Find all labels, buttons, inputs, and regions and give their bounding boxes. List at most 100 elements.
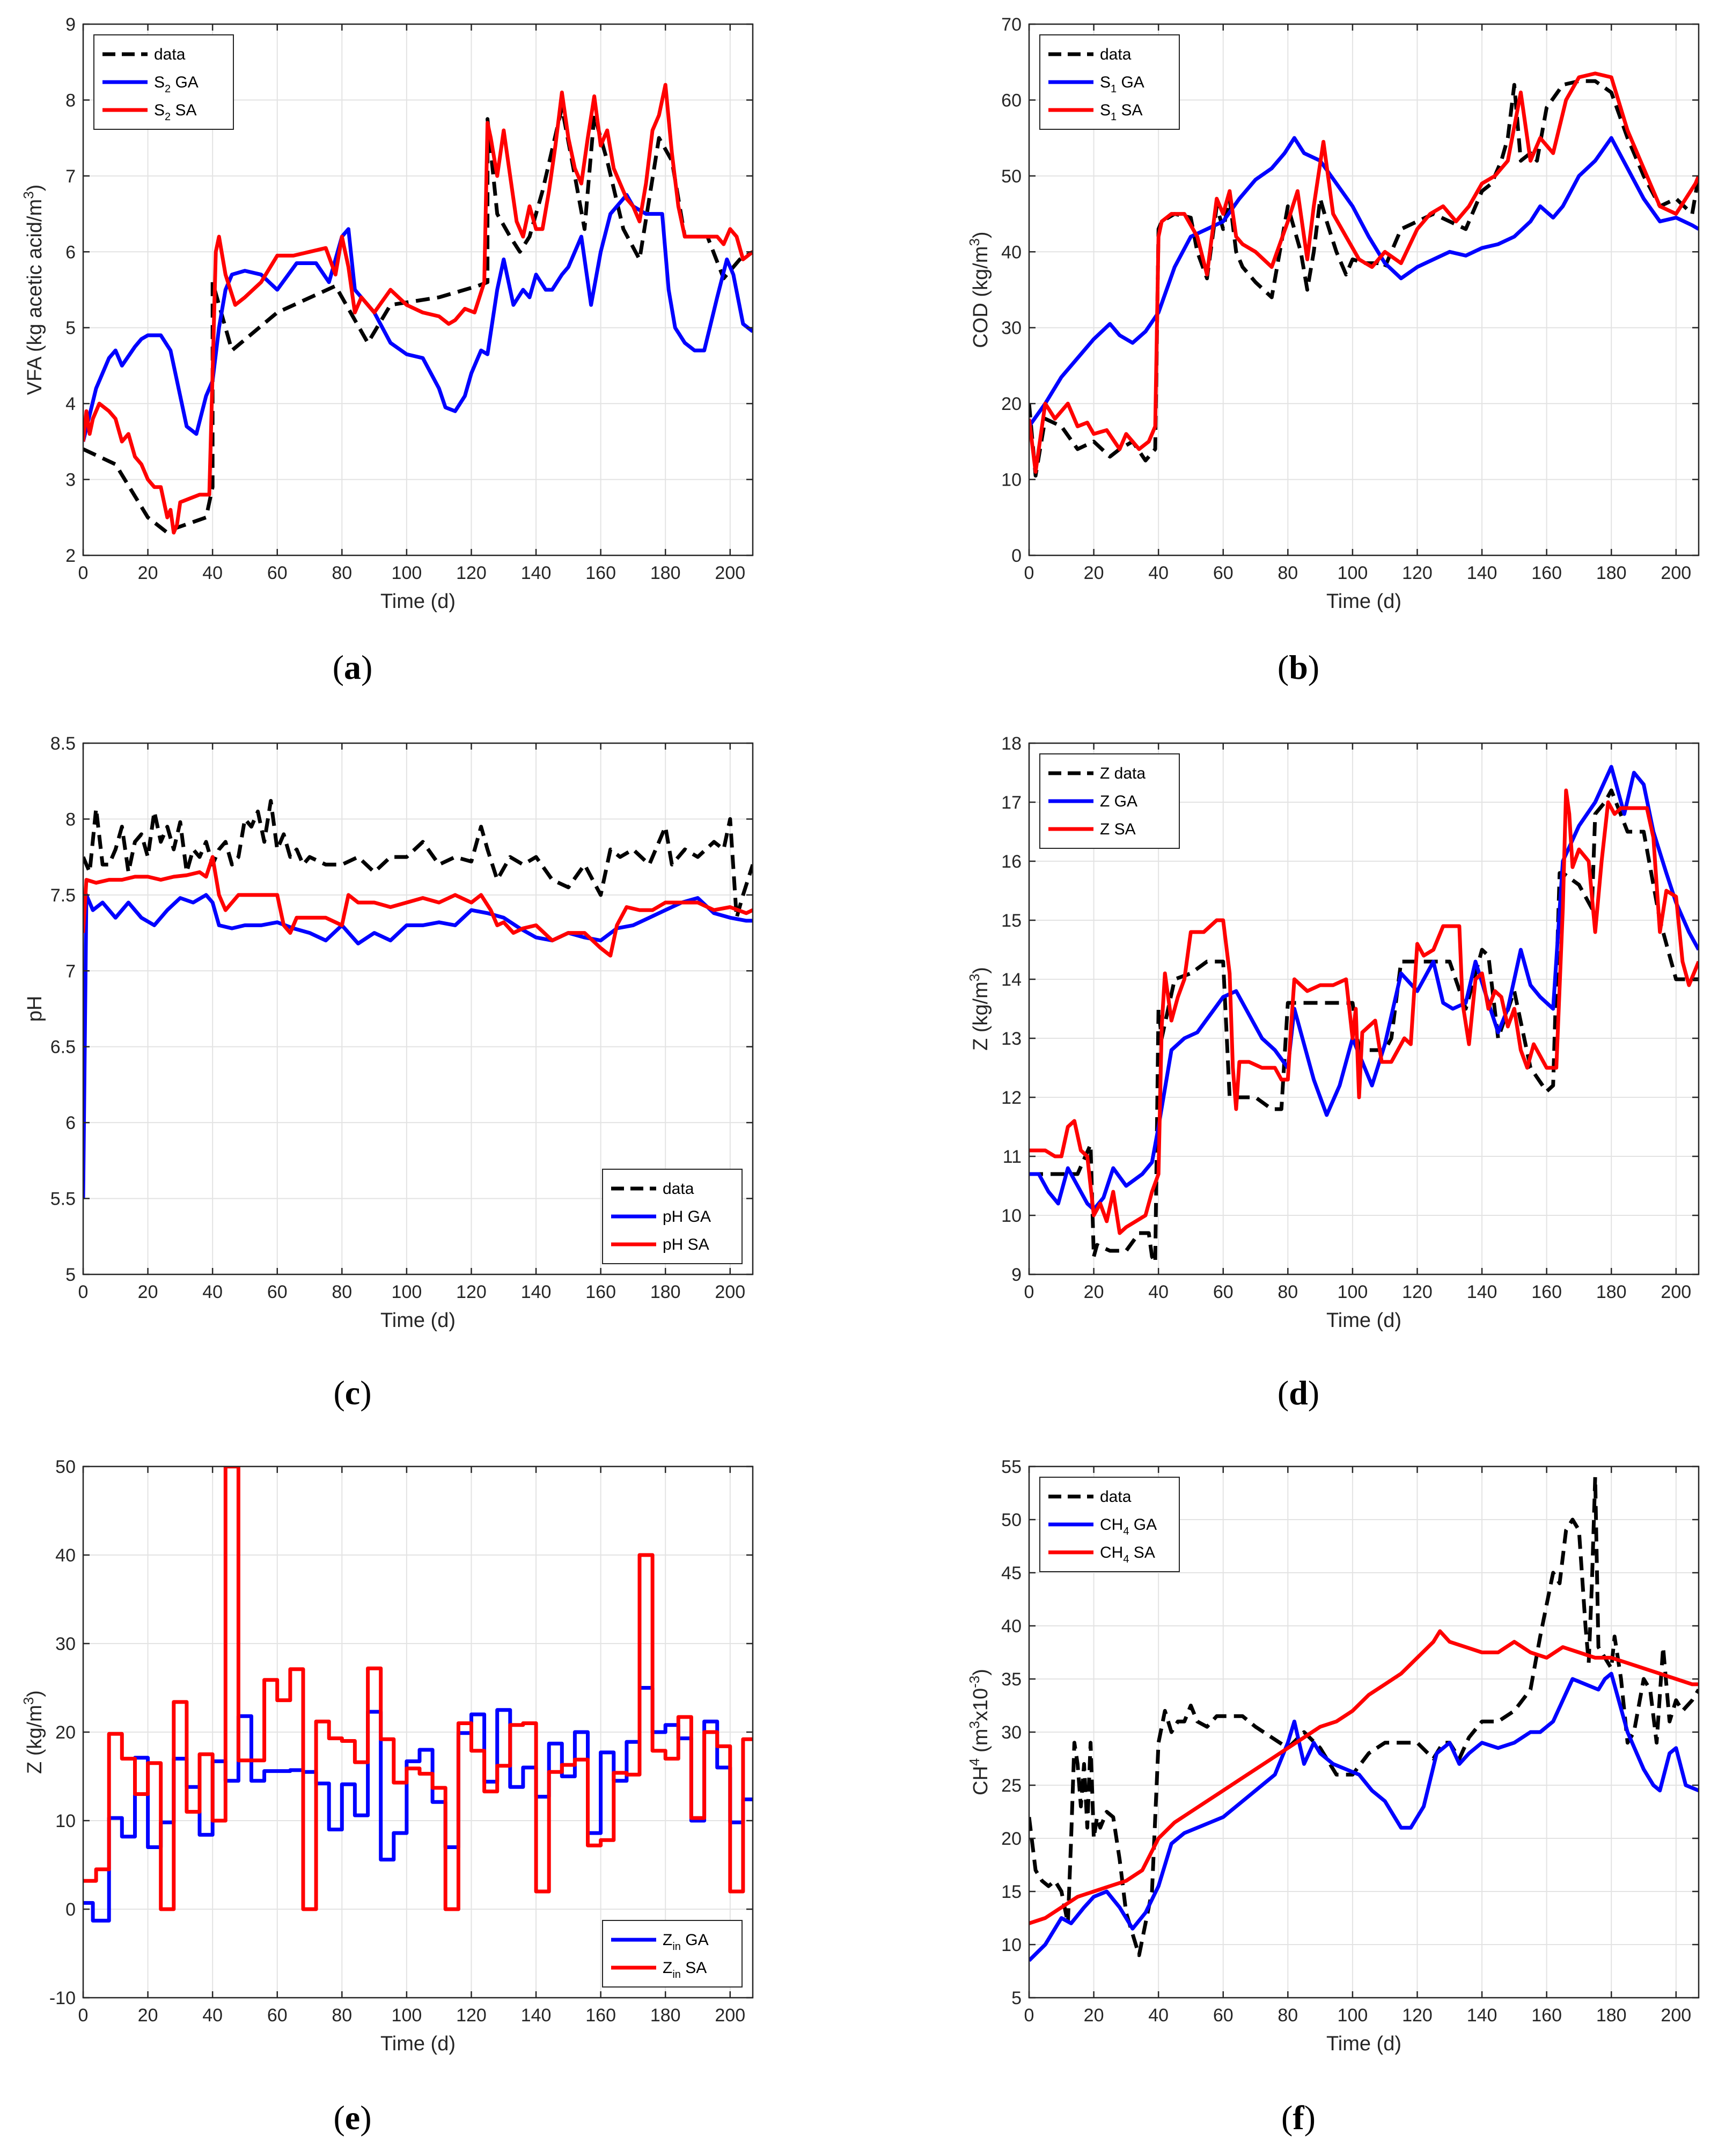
x-tick-label: 0 — [78, 1282, 89, 1302]
label-part: S — [154, 101, 165, 119]
label-part: S — [1100, 74, 1111, 91]
x-tick-label: 160 — [1531, 1282, 1562, 1302]
x-tick-label: 180 — [650, 563, 681, 583]
label-part: Z data — [1100, 765, 1146, 782]
caption-close: ) — [360, 2099, 371, 2137]
label-part: 2 — [165, 111, 171, 123]
label-part: SA — [1117, 101, 1142, 119]
x-tick-label: 100 — [1338, 2005, 1368, 2026]
y-tick-label: 50 — [55, 1457, 76, 1477]
label-part: ) — [24, 185, 46, 192]
series-line-s1-sa — [1029, 71, 1699, 474]
label-part: Z SA — [1100, 820, 1136, 838]
x-tick-label: 60 — [1213, 1282, 1234, 1302]
label-part: Z (kg/m — [970, 981, 992, 1051]
x-axis-label: Time (d) — [1326, 1309, 1401, 1332]
x-tick-label: 80 — [1278, 563, 1298, 583]
y-tick-label: 13 — [1001, 1029, 1022, 1049]
label-part: GA — [171, 74, 199, 91]
caption-open: ( — [333, 1374, 344, 1412]
x-tick-label: 0 — [1024, 2005, 1034, 2026]
caption-letter: e — [345, 2099, 360, 2137]
series-group — [1029, 71, 1699, 478]
caption-letter: c — [345, 1374, 360, 1412]
label-part: 3 — [20, 1697, 36, 1705]
axes-box — [1028, 23, 1700, 556]
x-tick-label: 120 — [456, 563, 487, 583]
x-tick-label: 160 — [585, 1282, 616, 1302]
y-tick-label: 4 — [65, 394, 76, 414]
x-tick-label: 60 — [1213, 2005, 1234, 2026]
x-tick-label: 140 — [1467, 563, 1497, 583]
caption-open: ( — [1278, 648, 1289, 686]
x-tick-label: 100 — [392, 2005, 422, 2026]
y-tick-label: -10 — [49, 1988, 76, 2008]
label-part: 4 — [966, 1758, 982, 1766]
x-tick-label: 60 — [267, 563, 288, 583]
caption-close: ) — [1304, 2099, 1316, 2137]
legend: data pH GA pH SA — [602, 1169, 743, 1264]
y-tick-label: 8.5 — [50, 734, 76, 754]
label-part: (m — [970, 1729, 992, 1758]
x-tick-label: 200 — [1661, 1282, 1691, 1302]
caption-letter: f — [1293, 2099, 1304, 2137]
caption-open: ( — [1278, 1374, 1289, 1412]
x-tick-label: 60 — [267, 2005, 288, 2026]
label-part: 4 — [1123, 1526, 1129, 1537]
y-tick-label: 8 — [65, 90, 76, 111]
x-tick-label: 20 — [138, 1282, 158, 1302]
x-tick-label: 0 — [78, 563, 89, 583]
panel-caption: (d) — [1278, 1374, 1319, 1412]
caption-open: ( — [333, 2099, 344, 2137]
label-part: 3 — [966, 974, 982, 981]
label-part: pH GA — [663, 1208, 711, 1226]
legend-label: data — [154, 46, 186, 63]
y-tick-label: 10 — [55, 1811, 76, 1831]
y-tick-label: 5 — [65, 1265, 76, 1285]
label-part: SA — [1129, 1544, 1155, 1561]
series-line-ch4-sa — [1029, 1629, 1699, 1925]
label-part: ) — [970, 967, 992, 974]
label-part: SA — [171, 101, 196, 119]
x-tick-label: 100 — [1338, 563, 1368, 583]
y-tick-label: 7.5 — [50, 885, 76, 906]
label-part: Z — [663, 1959, 672, 1977]
series-line-ph-sa — [83, 855, 753, 958]
legend-label: S2​ SA — [154, 101, 197, 123]
series-line-z-data — [1029, 788, 1699, 1265]
x-tick-label: 40 — [1148, 563, 1169, 583]
x-tick-label: 180 — [650, 1282, 681, 1302]
y-tick-label: 5.5 — [50, 1189, 76, 1209]
legend-label: pH GA — [663, 1208, 711, 1226]
label-part: S — [1100, 101, 1111, 119]
label-part: 4 — [1123, 1553, 1129, 1565]
y-tick-label: 7 — [65, 166, 76, 187]
x-axis-label: Time (d) — [380, 590, 456, 613]
y-tick-label: 40 — [1001, 242, 1022, 262]
x-tick-label: 180 — [650, 2005, 681, 2026]
x-tick-label: 20 — [138, 563, 158, 583]
y-tick-label: 15 — [1001, 1882, 1022, 1902]
caption-close: ) — [1308, 1374, 1319, 1412]
x-tick-label: 120 — [1402, 2005, 1433, 2026]
y-tick-label: 10 — [1001, 1206, 1022, 1226]
y-tick-label: 60 — [1001, 90, 1022, 111]
x-tick-label: 140 — [521, 563, 552, 583]
panel-caption: (a) — [333, 648, 373, 686]
x-tick-label: 100 — [392, 563, 422, 583]
panel-caption: (e) — [333, 2099, 371, 2137]
label-part: SA — [681, 1959, 707, 1977]
caption-close: ) — [361, 648, 372, 686]
legend-label: data — [1100, 1488, 1132, 1506]
series-line-data — [1029, 1475, 1699, 1957]
series-line-s2-ga — [83, 193, 753, 442]
label-part: -3 — [966, 1676, 982, 1688]
label-part: CH — [970, 1766, 992, 1795]
legend: data S1​ GA S1​ SA — [1039, 34, 1180, 130]
label-part: S — [154, 74, 165, 91]
legend: data CH4​ GA CH4​ SA — [1039, 1477, 1180, 1572]
x-tick-label: 200 — [1661, 2005, 1691, 2026]
y-tick-label: 70 — [1001, 14, 1022, 35]
y-tick-label: 16 — [1001, 852, 1022, 872]
